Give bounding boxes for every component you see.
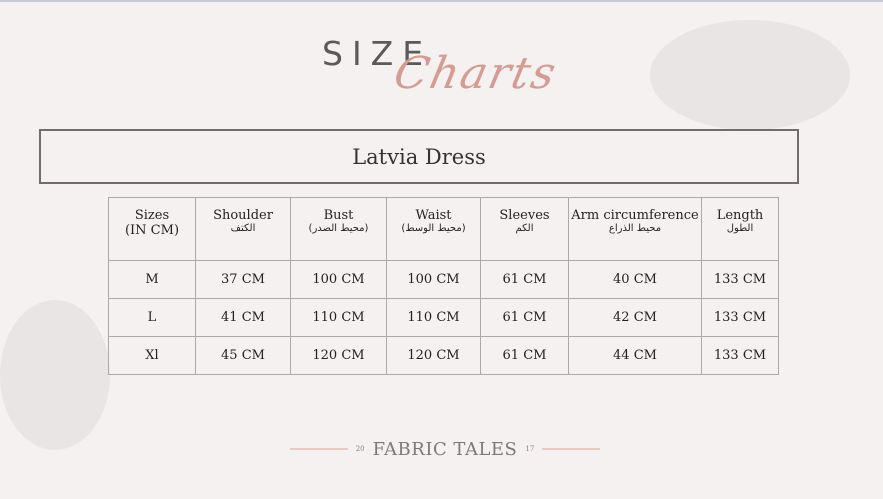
table-cell: 44 CM [568,336,702,375]
table-row: M 37 CM 100 CM 100 CM 61 CM 40 CM 133 CM [108,260,779,299]
table-cell: 41 CM [195,298,291,337]
header-label: Shoulder [213,208,273,223]
header-sublabel: الطول [726,223,754,234]
column-header: Sleeves الكم [480,197,569,261]
product-title: Latvia Dress [39,129,799,184]
table-cell: 40 CM [568,260,702,299]
brand-footer: 20 FABRIC TALES 17 [290,437,601,461]
column-header: Sizes (IN CM) [108,197,196,261]
header-sublabel: محيط الذراع [608,223,662,234]
floral-decoration [650,20,850,130]
column-header: Shoulder الكتف [195,197,291,261]
size-table: Sizes (IN CM) Shoulder الكتف Bust (محيط الصدر… [108,197,779,375]
column-header: Bust (محيط الصدر) [290,197,387,261]
logo-size-text: SIZE [322,34,433,73]
header-sublabel: (محيط الوسط) [401,223,466,234]
table-cell: Xl [108,336,196,375]
floral-decoration [0,300,110,450]
table-cell: 61 CM [480,260,569,299]
table-cell: 45 CM [195,336,291,375]
divider [542,448,601,450]
table-cell: M [108,260,196,299]
table-cell: 133 CM [701,260,779,299]
logo-charts-text: Charts [389,48,562,99]
table-cell: 100 CM [386,260,481,299]
header-label: Sizes [134,208,170,223]
table-cell: 42 CM [568,298,702,337]
table-cell: 133 CM [701,336,779,375]
header-sublabel: (محيط الصدر) [308,223,369,234]
table-cell: 110 CM [290,298,387,337]
year-left: 20 [355,445,365,453]
column-header: Length الطول [701,197,779,261]
table-row: Xl 45 CM 120 CM 120 CM 61 CM 44 CM 133 CM [108,336,779,375]
column-header: Waist (محيط الوسط) [386,197,481,261]
table-cell: 133 CM [701,298,779,337]
table-cell: 100 CM [290,260,387,299]
header-label: Bust [323,208,354,223]
table-cell: 61 CM [480,336,569,375]
table-cell: 61 CM [480,298,569,337]
header-sublabel: الكم [515,223,534,234]
column-header: Arm circumference محيط الذراع [568,197,702,261]
table-cell: 37 CM [195,260,291,299]
brand-name: FABRIC TALES [372,438,518,460]
header-label: Arm circumference [571,208,699,223]
table-row: L 41 CM 110 CM 110 CM 61 CM 42 CM 133 CM [108,298,779,337]
divider [290,448,348,450]
year-right: 17 [525,445,535,453]
table-cell: 120 CM [386,336,481,375]
product-title-text: Latvia Dress [352,144,486,169]
header-sublabel: (IN CM) [124,223,180,238]
header-sublabel: الكتف [230,223,256,234]
header-label: Length [716,208,764,223]
top-border [0,0,883,2]
header-label: Sleeves [499,208,550,223]
table-header-row: Sizes (IN CM) Shoulder الكتف Bust (محيط الصدر… [108,197,779,261]
table-cell: 110 CM [386,298,481,337]
table-cell: 120 CM [290,336,387,375]
table-cell: L [108,298,196,337]
header-label: Waist [415,208,452,223]
size-charts-logo: SIZE Charts [320,30,580,115]
